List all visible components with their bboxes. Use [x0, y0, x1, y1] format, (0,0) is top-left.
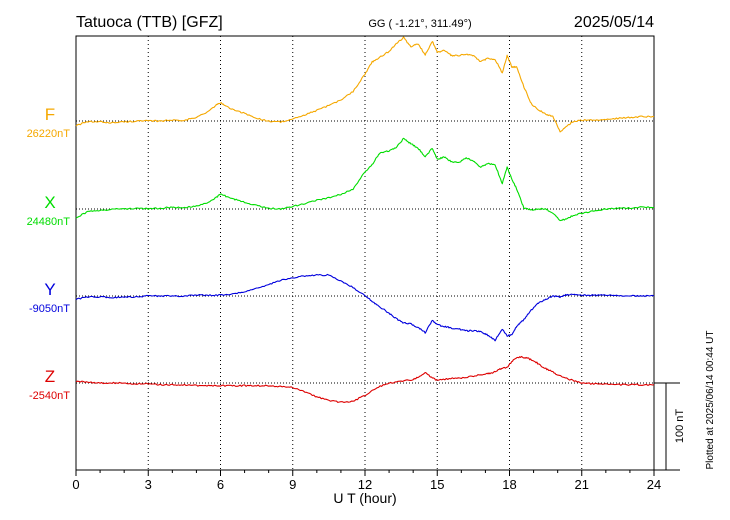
x-axis-ticks: 0 3 6 9 12 15 18 21 24	[72, 470, 661, 492]
series-baseline-Y: -9050nT	[29, 303, 70, 315]
series-labels: F 26220nT X 24480nT Y -9050nT Z -2540nT	[27, 105, 71, 402]
scale-bar: 100 nT	[654, 382, 686, 471]
series-line-Y	[75, 273, 655, 342]
series-name-X: X	[44, 193, 55, 212]
chart-title: Tatuoca (TTB) [GFZ]	[76, 14, 223, 31]
series-baseline-F: 26220nT	[27, 128, 71, 140]
x-tick-label-12: 12	[358, 477, 372, 492]
x-tick-label-15: 15	[430, 477, 444, 492]
x-tick-label-3: 3	[145, 477, 152, 492]
series-name-F: F	[45, 105, 55, 124]
series-name-Y: Y	[44, 280, 55, 299]
x-tick-label-24: 24	[647, 477, 661, 492]
date-label: 2025/05/14	[574, 14, 654, 31]
x-tick-label-9: 9	[289, 477, 296, 492]
x-tick-label-21: 21	[575, 477, 589, 492]
scale-bar-label: 100 nT	[674, 409, 686, 444]
vertical-gridlines	[147, 36, 583, 470]
series-line-X	[75, 137, 655, 222]
series-line-F	[75, 36, 655, 133]
series-line-Z	[75, 355, 655, 403]
x-axis-label: U T (hour)	[333, 490, 396, 506]
plotted-note: Plotted at 2025/06/14 00:44 UT	[705, 331, 716, 470]
series-traces	[75, 36, 655, 403]
x-tick-label-18: 18	[502, 477, 516, 492]
x-tick-label-0: 0	[72, 477, 79, 492]
series-baseline-Z: -2540nT	[29, 390, 70, 402]
x-tick-label-6: 6	[217, 477, 224, 492]
series-baseline-X: 24480nT	[27, 216, 71, 228]
coordinates-label: GG ( -1.21°, 311.49°)	[368, 18, 471, 30]
series-name-Z: Z	[45, 367, 55, 386]
